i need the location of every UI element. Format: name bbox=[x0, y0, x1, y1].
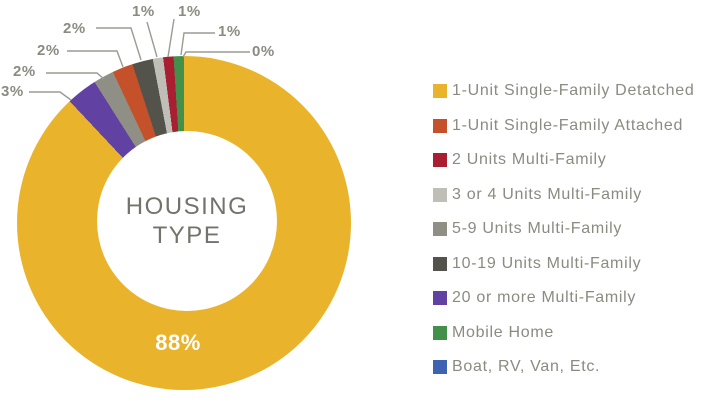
legend-swatch-icon bbox=[433, 153, 447, 167]
legend-item: 3 or 4 Units Multi-Family bbox=[433, 185, 694, 205]
chart-legend: 1-Unit Single-Family Detatched 1-Unit Sin… bbox=[433, 81, 694, 392]
percent-callout-5-9-units: 2% bbox=[13, 63, 36, 80]
legend-swatch-icon bbox=[433, 222, 447, 236]
percent-callout-2-units: 1% bbox=[178, 3, 201, 20]
legend-item-label: 1-Unit Single-Family Detatched bbox=[452, 82, 695, 99]
legend-item: 5-9 Units Multi-Family bbox=[433, 219, 694, 239]
legend-swatch-icon bbox=[433, 118, 447, 133]
legend-item-label: 10-19 Units Multi-Family bbox=[452, 254, 642, 272]
legend-swatch-icon bbox=[433, 187, 447, 202]
leader-line-attached bbox=[67, 50, 124, 68]
percent-callout-mobile-home: 1% bbox=[218, 23, 241, 40]
leader-line-5-9-units bbox=[46, 72, 105, 80]
legend-item: 10-19 Units Multi-Family bbox=[433, 254, 694, 274]
legend-item-label: 1-Unit Single-Family Attached bbox=[452, 116, 684, 134]
legend-item: 1-Unit Single-Family Attached bbox=[433, 116, 694, 136]
percent-callout-20-or-more: 3% bbox=[1, 83, 24, 100]
donut-center: HOUSING TYPE bbox=[97, 131, 277, 311]
leader-line-2-units bbox=[167, 18, 175, 58]
legend-swatch-icon bbox=[433, 325, 447, 340]
legend-item: 20 or more Multi-Family bbox=[433, 288, 694, 308]
leader-line-mobile-home bbox=[180, 32, 215, 56]
legend-item: 2 Units Multi-Family bbox=[433, 150, 694, 170]
legend-item-label: 5-9 Units Multi-Family bbox=[452, 220, 623, 237]
percent-callout-10-19-units: 2% bbox=[63, 20, 86, 37]
chart-title-line2: TYPE bbox=[152, 222, 222, 249]
legend-swatch-icon bbox=[433, 256, 447, 271]
legend-item: Boat, RV, Van, Etc. bbox=[433, 357, 694, 377]
legend-item-label: 3 or 4 Units Multi-Family bbox=[452, 185, 642, 203]
percent-callout-3-4-units: 1% bbox=[132, 3, 155, 20]
leader-line-3-4-units bbox=[146, 21, 158, 58]
leader-line-20-or-more bbox=[29, 91, 72, 101]
chart-title: HOUSING TYPE bbox=[126, 192, 249, 250]
legend-item-label: Boat, RV, Van, Etc. bbox=[452, 358, 601, 375]
legend-swatch-icon bbox=[433, 84, 447, 98]
chart-title-line1: HOUSING bbox=[125, 193, 249, 220]
legend-swatch-icon bbox=[433, 291, 447, 305]
legend-swatch-icon bbox=[433, 360, 447, 374]
legend-item: 1-Unit Single-Family Detatched bbox=[433, 81, 694, 101]
inside-slice-label: 88% bbox=[155, 330, 201, 355]
percent-callout-boat-rv-van: 0% bbox=[252, 43, 275, 60]
legend-item: Mobile Home bbox=[433, 323, 694, 343]
legend-item-label: 2 Units Multi-Family bbox=[452, 151, 607, 168]
legend-item-label: 20 or more Multi-Family bbox=[452, 289, 637, 306]
percent-callout-attached: 2% bbox=[37, 42, 60, 59]
leader-line-10-19-units bbox=[96, 27, 142, 61]
legend-item-label: Mobile Home bbox=[452, 323, 554, 341]
